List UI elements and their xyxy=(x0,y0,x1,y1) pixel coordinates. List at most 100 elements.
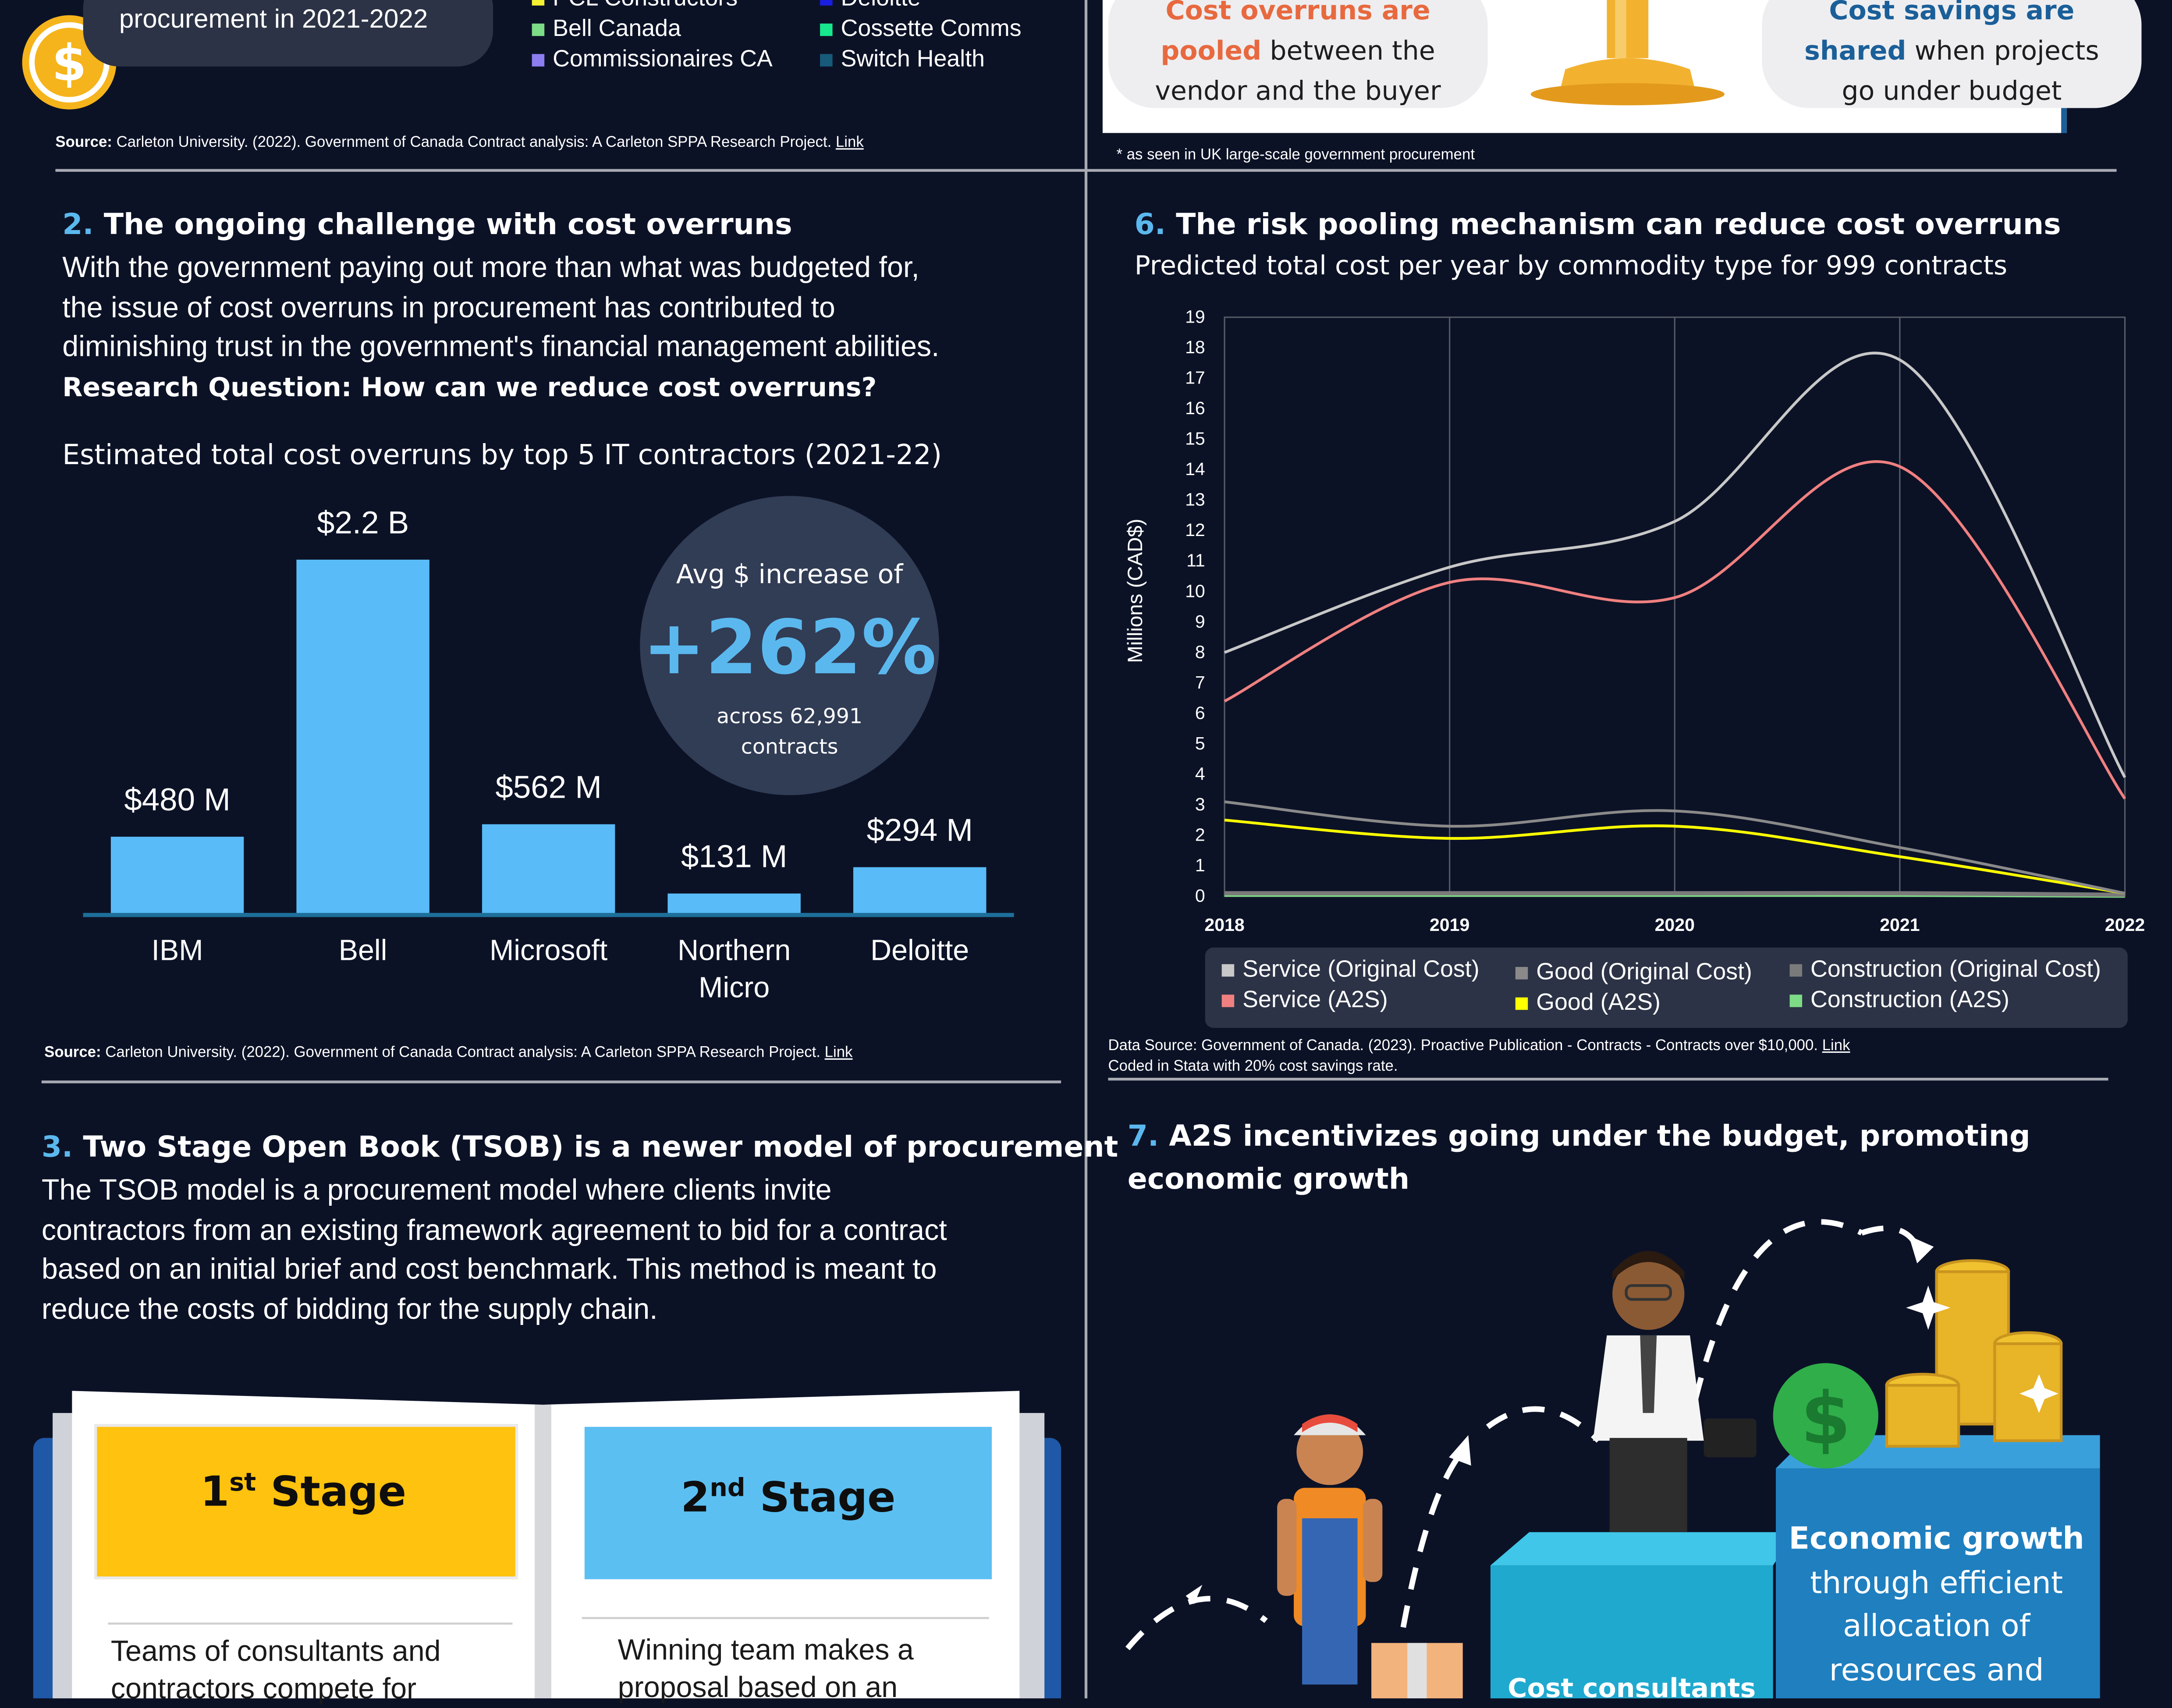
pill-shared-word: shared xyxy=(1804,36,1906,67)
y-tick-label: 16 xyxy=(1185,398,1205,418)
y-tick-label: 1 xyxy=(1195,855,1205,875)
legend-item-5: Cossette Comms xyxy=(820,14,1022,45)
y-tick-label: 12 xyxy=(1185,520,1205,540)
y-tick-label: 10 xyxy=(1185,581,1205,601)
svg-text:$: $ xyxy=(1801,1376,1851,1460)
bar-category-label: Deloitte xyxy=(870,935,969,967)
pill-shared-highlight: Cost savings are xyxy=(1829,0,2075,27)
bar-chart-baseline xyxy=(83,913,1014,917)
legend-good-a2s: Good (A2S) xyxy=(1515,989,1661,1017)
legend-construction-a2s: Construction (A2S) xyxy=(1789,986,2009,1014)
y-tick-label: 13 xyxy=(1185,490,1205,510)
x-tick-label: 2018 xyxy=(1204,915,1244,935)
stage2-text: Winning team makes a proposal based on a… xyxy=(618,1634,914,1704)
bar-bell xyxy=(296,559,429,915)
bar-category-label: IBM xyxy=(151,935,203,967)
increase-circle-line1: Avg $ increase of xyxy=(676,559,903,590)
x-tick-label: 2020 xyxy=(1655,915,1695,935)
y-tick-label: 18 xyxy=(1185,337,1205,357)
line-chart-ylabel: Millions (CAD$) xyxy=(1124,518,1148,663)
y-tick-label: 17 xyxy=(1185,368,1205,388)
stage2-title: 2nd Stage xyxy=(681,1474,896,1523)
pill-pooled-word: pooled xyxy=(1161,36,1262,67)
svg-text:$: $ xyxy=(52,34,86,92)
source-link[interactable]: Link xyxy=(1822,1037,1850,1055)
y-tick-label: 19 xyxy=(1185,306,1205,327)
series-line-construction-original-cost xyxy=(1224,891,2125,897)
trophy-icon xyxy=(1524,0,1732,114)
section3-heading: 3. Two Stage Open Book (TSOB) is a newer… xyxy=(41,1130,1118,1164)
section7-heading: 7. A2S incentivizes going under the budg… xyxy=(1127,1119,2030,1196)
divider-right-mid xyxy=(1108,1078,2108,1081)
section5-footnote: * as seen in UK large-scale government p… xyxy=(1116,147,1475,163)
bar-value-label: $131 M xyxy=(681,838,788,874)
bar-category-label: Microsoft xyxy=(490,935,608,967)
bar-ibm xyxy=(110,837,244,915)
callout-bubble xyxy=(83,0,493,67)
bar-deloitte xyxy=(853,866,987,915)
y-tick-label: 2 xyxy=(1195,825,1205,845)
bar-value-label: $2.2 B xyxy=(317,504,409,540)
growth-box-text: Economic growth through efficient alloca… xyxy=(1789,1522,2084,1688)
y-tick-label: 0 xyxy=(1195,886,1205,906)
bar-category-label: Bell xyxy=(338,935,387,967)
x-tick-label: 2022 xyxy=(2105,915,2145,935)
legend-good-original: Good (Original Cost) xyxy=(1515,959,1752,986)
section3-body: The TSOB model is a procurement model wh… xyxy=(41,1175,947,1325)
increase-circle-value: +262% xyxy=(642,604,937,692)
y-tick-label: 11 xyxy=(1186,550,1205,571)
section2-body: With the government paying out more than… xyxy=(62,249,1060,407)
pill-shared: Cost savings are shared when projects go… xyxy=(1762,0,2142,108)
legend-item-1: PCL Constructors xyxy=(532,0,773,14)
divider-top xyxy=(55,169,2117,172)
legend-item-6: Switch Health xyxy=(820,44,1021,75)
section1-source: Source: Carleton University. (2022). Gov… xyxy=(55,134,864,151)
series-line-good-original-cost xyxy=(1224,800,2126,895)
increase-circle-line3: contracts xyxy=(741,734,838,760)
callout-text: procurement in 2021-2022 xyxy=(119,5,428,35)
legend-item-4: Deloitte xyxy=(820,0,1021,14)
legend-service-a2s: Service (A2S) xyxy=(1221,986,1388,1014)
pill-pooled-highlight: Cost overruns are xyxy=(1165,0,1430,27)
y-tick-label: 3 xyxy=(1195,794,1205,814)
source-link[interactable]: Link xyxy=(835,134,864,151)
increase-circle-line2: across 62,991 xyxy=(717,703,863,729)
stage1-title: 1st Stage xyxy=(200,1468,407,1517)
bar-value-label: $562 M xyxy=(495,768,602,805)
legend-service-original: Service (Original Cost) xyxy=(1221,956,1480,984)
y-tick-label: 8 xyxy=(1195,642,1205,662)
center-divider xyxy=(1084,0,1088,1699)
legend-construction-original: Construction (Original Cost) xyxy=(1789,956,2101,984)
stage1-text: Teams of consultants and contractors com… xyxy=(110,1636,441,1705)
section6-heading: 6. The risk pooling mechanism can reduce… xyxy=(1134,208,2061,241)
x-tick-label: 2019 xyxy=(1430,915,1469,935)
source-link[interactable]: Link xyxy=(824,1044,853,1062)
section6-source: Data Source: Government of Canada. (2023… xyxy=(1108,1037,1850,1075)
bar-chart: $480 M IBM $2.2 B Bell $562 M Microsoft $131 M… xyxy=(0,0,1086,1080)
x-tick-label: 2021 xyxy=(1880,915,1920,935)
stage2-card xyxy=(584,1427,992,1580)
y-tick-label: 14 xyxy=(1185,459,1205,479)
consultant-label: Cost consultants xyxy=(1508,1673,1756,1704)
line-chart-legend: Service (Original Cost) Service (A2S) Go… xyxy=(1205,947,2128,1028)
bar-value-label: $294 M xyxy=(866,811,973,848)
series-line-good-a2s xyxy=(1224,818,2126,895)
bar-value-label: $480 M xyxy=(124,781,231,818)
series-line-service-original-cost xyxy=(1224,352,2126,778)
y-tick-label: 7 xyxy=(1195,672,1205,692)
y-tick-label: 15 xyxy=(1185,429,1205,449)
series-line-service-a2s xyxy=(1224,460,2126,800)
section2-source: Source: Carleton University. (2022). Gov… xyxy=(44,1044,853,1062)
research-question: Research Question: How can we reduce cos… xyxy=(62,372,877,403)
pill-pooled: Cost overruns are pooled between the ven… xyxy=(1108,0,1488,108)
bar-chart-title: Estimated total cost overruns by top 5 I… xyxy=(62,437,942,471)
bar-category-label: Northern Micro xyxy=(678,935,791,1005)
section6-subtitle: Predicted total cost per year by commodi… xyxy=(1134,251,2008,281)
line-chart: 2018 2019 2020 2021 2022 0 1 2 3 4 5 6 7 8 9 10 11 12 13 14… xyxy=(1108,298,2161,949)
growth-illustration: $ xyxy=(1086,1191,2172,1708)
bar-microsoft xyxy=(482,824,615,915)
legend-item-3: Commissionaires CA xyxy=(532,44,773,75)
bar-northern-micro xyxy=(667,893,801,915)
section2-heading: 2. The ongoing challenge with cost overr… xyxy=(62,208,792,241)
divider-left-mid xyxy=(41,1080,1061,1083)
